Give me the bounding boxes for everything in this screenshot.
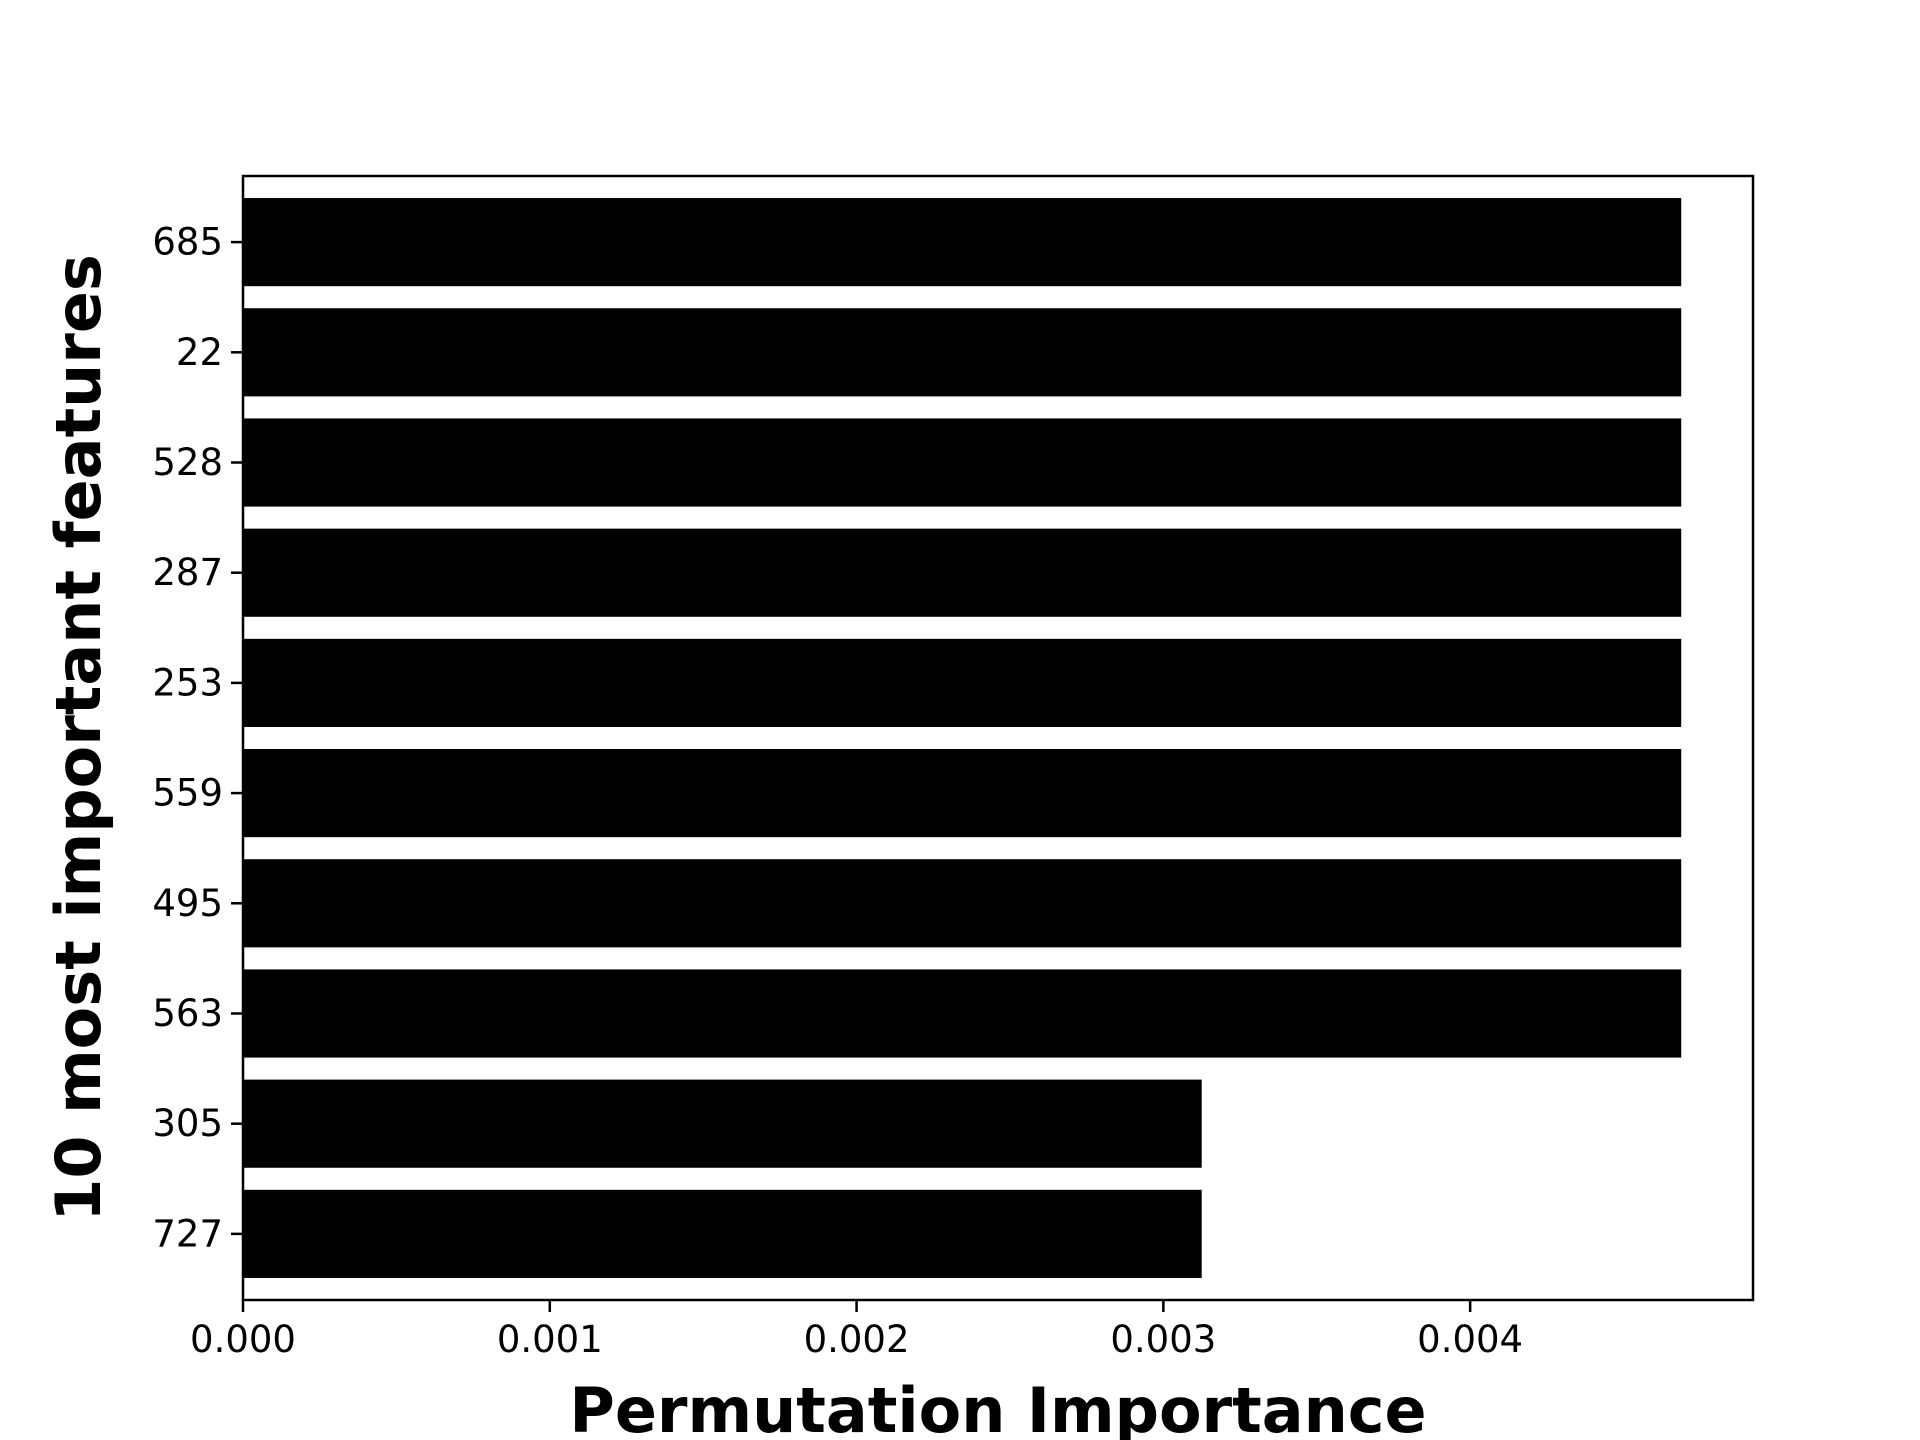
y-tick-label: 685 — [152, 221, 223, 264]
y-tick-label: 495 — [152, 882, 223, 925]
y-tick-label: 528 — [152, 441, 223, 484]
x-ticks-group: 0.000 0.001 0.002 0.003 0.004 — [190, 1300, 1523, 1361]
bar-685 — [243, 198, 1682, 287]
bar-528 — [243, 418, 1682, 507]
bar-305 — [243, 1079, 1202, 1168]
x-tick-label: 0.001 — [497, 1318, 603, 1361]
bar-22 — [243, 308, 1682, 397]
x-axis-title: Permutation Importance — [569, 1374, 1426, 1440]
bar-563 — [243, 969, 1682, 1058]
bar-727 — [243, 1189, 1202, 1278]
x-tick-label: 0.003 — [1110, 1318, 1216, 1361]
bar-559 — [243, 749, 1682, 838]
bar-287 — [243, 528, 1682, 617]
y-tick-label: 305 — [152, 1102, 223, 1145]
y-tick-label: 287 — [152, 551, 223, 594]
y-ticks-group: 685 22 528 287 253 559 495 563 305 727 — [152, 221, 243, 1255]
x-tick-label: 0.000 — [190, 1318, 296, 1361]
y-tick-label: 563 — [152, 992, 223, 1035]
bar-495 — [243, 859, 1682, 948]
y-tick-label: 22 — [176, 331, 223, 374]
bars-group — [243, 198, 1682, 1278]
x-tick-label: 0.002 — [804, 1318, 910, 1361]
bar-253 — [243, 638, 1682, 727]
axes-frame — [241, 174, 1755, 1302]
y-tick-label: 727 — [152, 1212, 223, 1255]
y-tick-label: 253 — [152, 661, 223, 704]
y-tick-label: 559 — [152, 772, 223, 815]
x-tick-label: 0.004 — [1417, 1318, 1523, 1361]
y-axis-title: 10 most important features — [42, 254, 115, 1222]
